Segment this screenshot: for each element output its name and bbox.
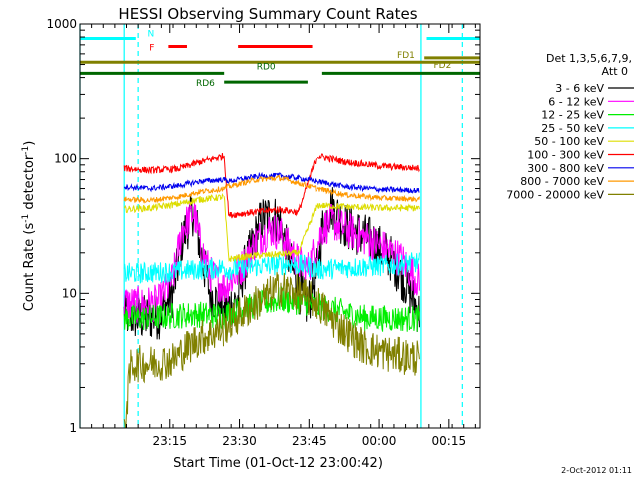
data-gap	[80, 24, 125, 428]
y-tick-label: 1000	[46, 17, 77, 31]
y-tick-label: 10	[62, 286, 77, 300]
x-tick-label: 00:00	[362, 434, 397, 448]
legend-label: 50 - 100 keV	[534, 135, 604, 148]
y-axis-label: Count Rate (s-1 detector-1)	[21, 141, 37, 312]
legend-label: 6 - 12 keV	[548, 95, 604, 108]
y-axis-label-sup: -1	[21, 146, 31, 155]
timestamp: 2-Oct-2012 01:11	[561, 466, 632, 475]
legend-label: 25 - 50 keV	[541, 122, 604, 135]
y-axis-label-sup: -1	[21, 214, 31, 223]
flag-label: RD0	[257, 62, 276, 72]
y-tick-label: 100	[54, 152, 77, 166]
x-axis: 23:15 23:30 23:45 00:00 00:15	[79, 24, 476, 448]
series-line	[123, 174, 420, 204]
x-tick-label: 23:30	[222, 434, 257, 448]
y-axis-label-part: )	[22, 141, 37, 146]
flag-label: F	[149, 44, 154, 54]
series-line	[123, 192, 420, 263]
series-line	[123, 152, 420, 219]
flag-label: FD1	[397, 51, 415, 61]
x-tick-label: 00:15	[432, 434, 467, 448]
data-gap	[420, 24, 480, 428]
flag-layer: NF FD1 FD2 RD0 RD6	[80, 30, 480, 89]
flag-label: RD6	[196, 79, 215, 89]
legend-header: Att 0	[602, 65, 628, 78]
legend-label: 12 - 25 keV	[541, 109, 604, 122]
legend-label: 7000 - 20000 keV	[506, 188, 604, 201]
legend-label: 100 - 300 keV	[527, 149, 604, 162]
x-tick-label: 23:45	[292, 434, 327, 448]
flag-label: N	[147, 30, 154, 40]
y-tick-label: 1	[69, 421, 77, 435]
series-line	[123, 252, 420, 284]
x-tick-label: 23:15	[152, 434, 187, 448]
y-axis-label-part: detector	[22, 154, 37, 214]
series-layer	[123, 152, 420, 429]
y-axis: 1 10 100 1000	[46, 17, 480, 435]
x-axis-label: Start Time (01-Oct-12 23:00:42)	[173, 456, 383, 471]
legend-header: Det 1,3,5,6,7,9,	[546, 52, 632, 65]
plot-frame	[79, 23, 481, 429]
flag-label: FD2	[433, 61, 451, 71]
legend-label: 800 - 7000 keV	[520, 175, 604, 188]
y-axis-label-part: Count Rate (s	[22, 223, 37, 312]
legend-label: 3 - 6 keV	[555, 82, 604, 95]
data-gap-layer	[80, 24, 480, 428]
chart-title: HESSI Observing Summary Count Rates	[118, 5, 417, 23]
legend-label: 300 - 800 keV	[527, 162, 604, 175]
series-line	[123, 272, 420, 429]
